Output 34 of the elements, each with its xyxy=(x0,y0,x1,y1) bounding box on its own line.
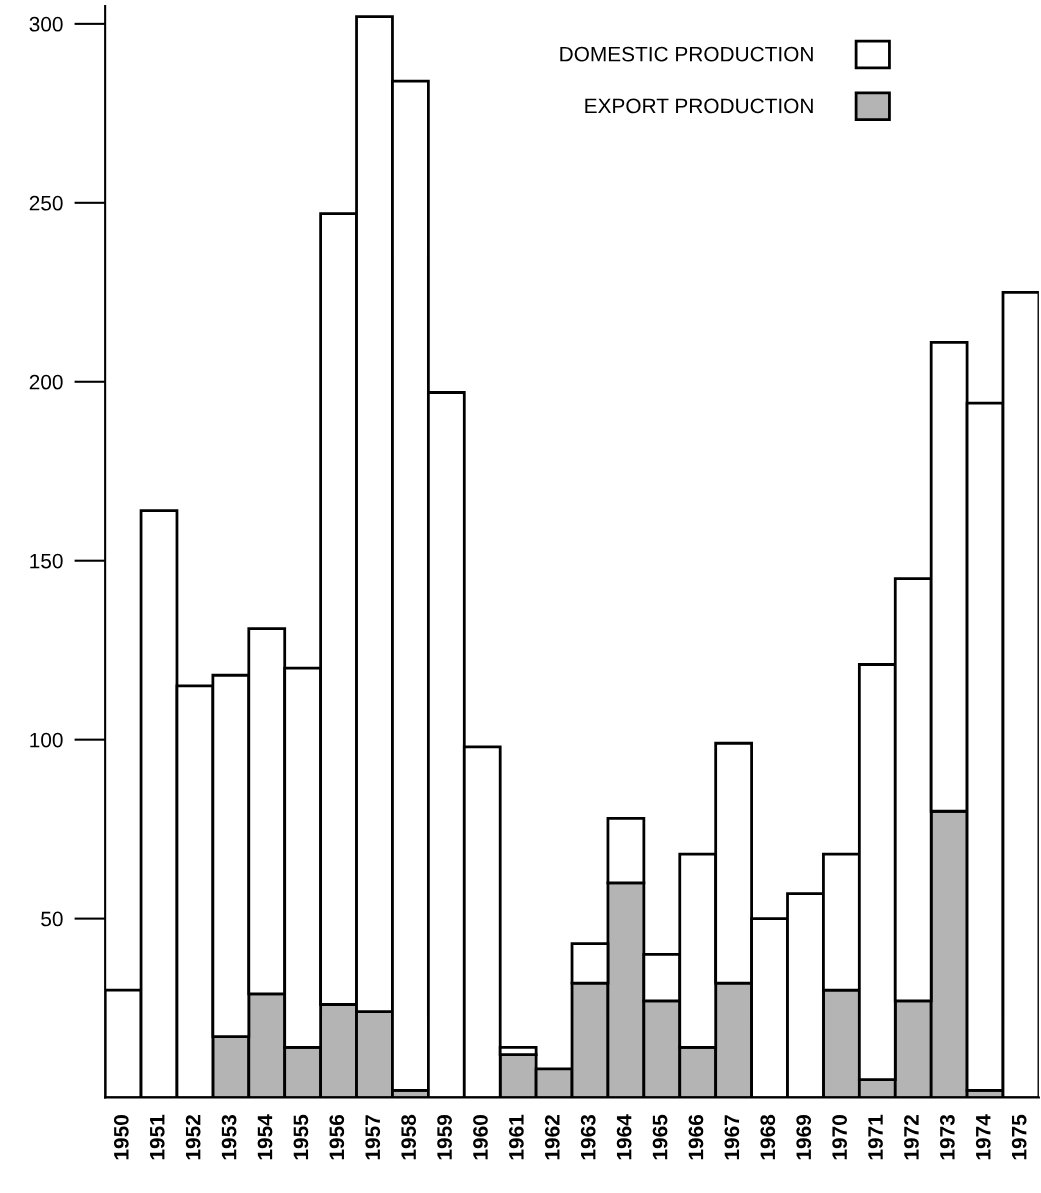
x-tick-label: 1962 xyxy=(544,1115,560,1160)
x-tick-label: 1955 xyxy=(293,1114,309,1160)
x-tick-label: 1968 xyxy=(760,1114,776,1160)
y-tick-label: 100 xyxy=(30,732,63,748)
x-tick-label: 1971 xyxy=(868,1114,883,1160)
y-tick-label: 150 xyxy=(30,553,63,569)
x-tick-label: 1954 xyxy=(257,1114,273,1160)
x-tick-label: 1950 xyxy=(113,1115,129,1160)
legend-label: DOMESTIC PRODUCTION xyxy=(560,46,813,62)
legend-label: EXPORT PRODUCTION xyxy=(585,98,813,114)
x-tick-label: 1963 xyxy=(580,1114,596,1160)
y-tick-label: 50 xyxy=(41,911,63,927)
x-tick-label: 1958 xyxy=(401,1114,417,1160)
x-tick-label: 1972 xyxy=(904,1115,919,1160)
x-tick-label: 1970 xyxy=(832,1115,847,1160)
x-tick-label: 1975 xyxy=(1011,1114,1027,1160)
x-tick-label: 1973 xyxy=(939,1114,955,1160)
y-tick-label: 300 xyxy=(29,16,63,32)
x-tick-label: 1957 xyxy=(365,1115,381,1160)
y-tick-label: 250 xyxy=(29,195,63,211)
x-tick-label: 1952 xyxy=(185,1115,201,1160)
x-tick-label: 1969 xyxy=(796,1114,812,1160)
x-tick-label: 1951 xyxy=(149,1114,165,1160)
x-tick-label: 1974 xyxy=(975,1114,991,1160)
y-tick-label: 200 xyxy=(29,374,63,390)
x-tick-label: 1961 xyxy=(509,1114,524,1160)
x-tick-label: 1966 xyxy=(688,1114,704,1160)
x-tick-label: 1965 xyxy=(652,1114,668,1160)
x-tick-label: 1959 xyxy=(437,1114,452,1160)
x-tick-label: 1967 xyxy=(724,1115,740,1160)
x-tick-label: 1953 xyxy=(221,1114,237,1160)
x-tick-label: 1964 xyxy=(616,1114,632,1160)
x-tick-label: 1956 xyxy=(329,1114,345,1160)
x-tick-label: 1960 xyxy=(473,1115,488,1160)
